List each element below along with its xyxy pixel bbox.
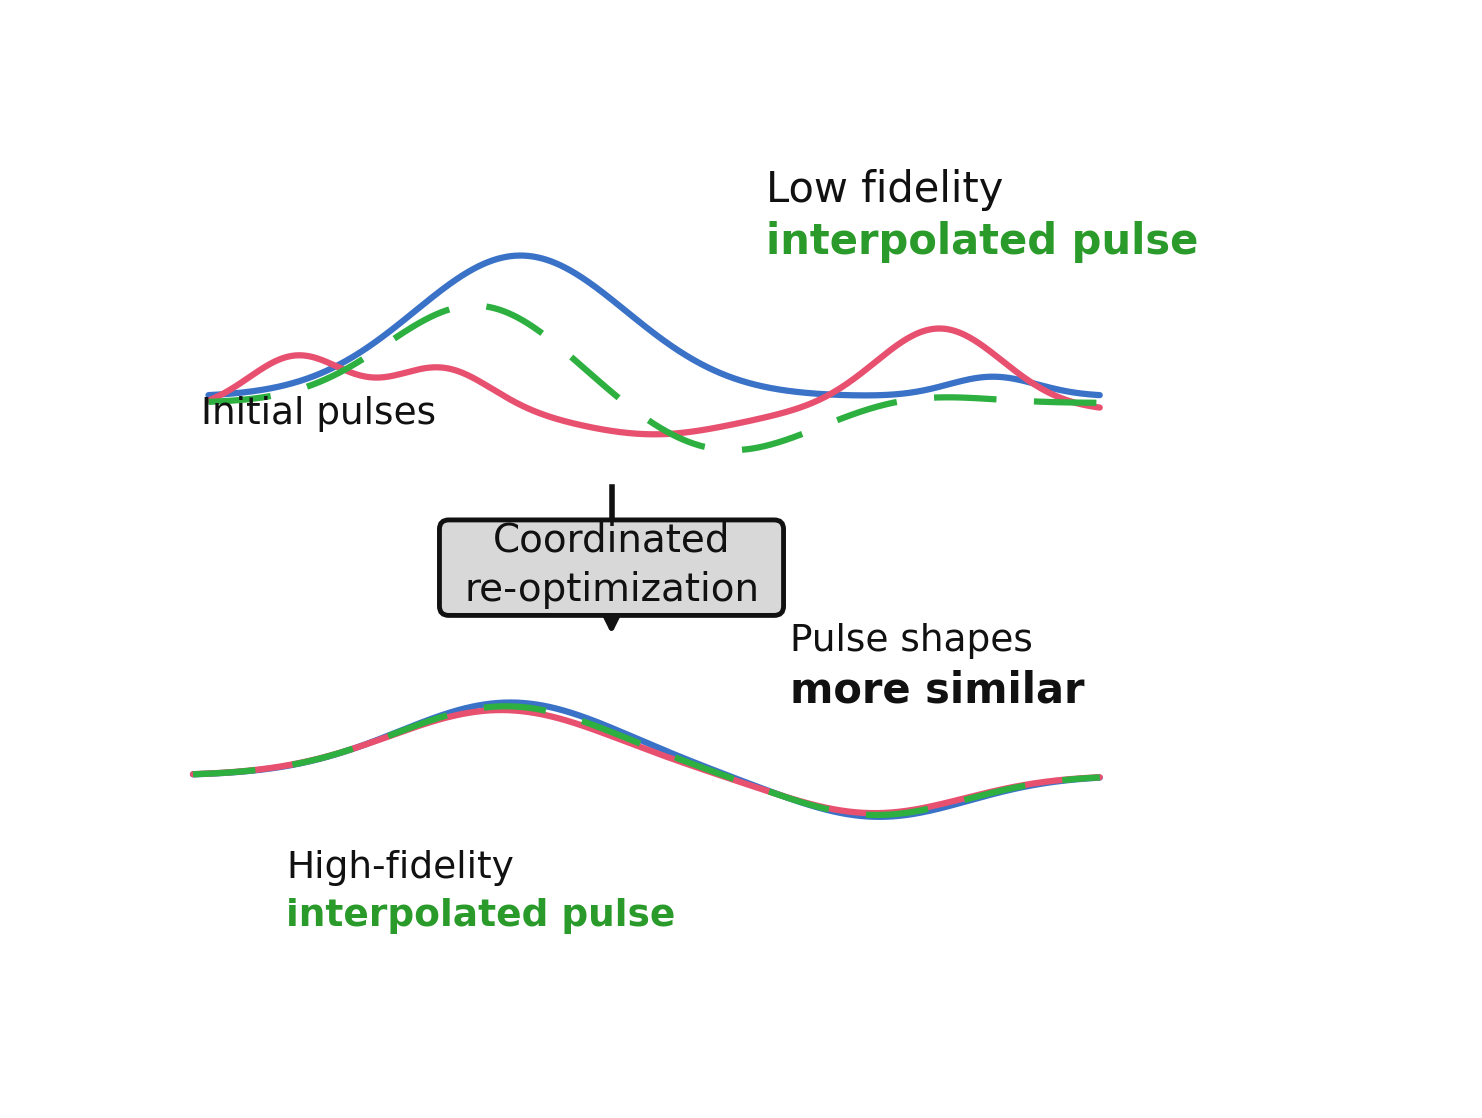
Text: Coordinated
re-optimization: Coordinated re-optimization bbox=[464, 521, 759, 609]
Text: interpolated pulse: interpolated pulse bbox=[766, 221, 1199, 263]
Text: Pulse shapes: Pulse shapes bbox=[790, 623, 1033, 659]
Text: Initial pulses: Initial pulses bbox=[200, 396, 436, 432]
Text: interpolated pulse: interpolated pulse bbox=[286, 899, 676, 935]
FancyBboxPatch shape bbox=[440, 520, 784, 615]
Text: more similar: more similar bbox=[790, 670, 1085, 712]
Text: High-fidelity: High-fidelity bbox=[286, 850, 514, 885]
Text: Low fidelity: Low fidelity bbox=[766, 169, 1003, 211]
